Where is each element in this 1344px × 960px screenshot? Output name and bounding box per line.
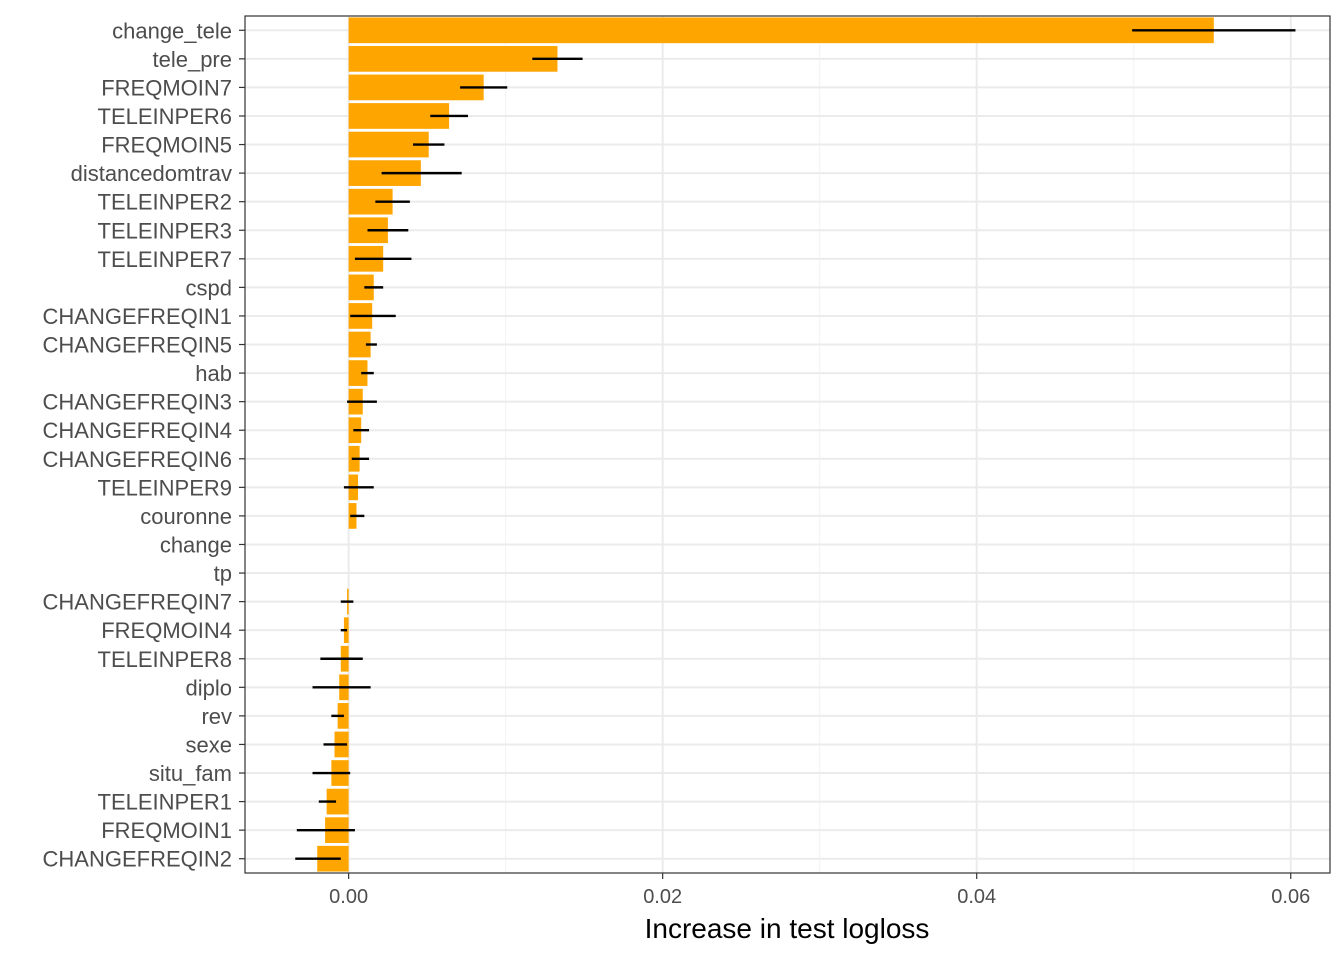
y-tick-label: FREQMOIN1: [101, 818, 232, 843]
x-tick-label: 0.04: [957, 886, 996, 908]
bar: [348, 45, 558, 72]
y-tick-label: situ_fam: [149, 761, 232, 786]
y-tick-label: CHANGEFREQIN7: [43, 590, 232, 615]
y-tick-label: FREQMOIN7: [101, 75, 232, 100]
y-tick-label: CHANGEFREQIN1: [43, 304, 232, 329]
y-tick-label: TELEINPER7: [98, 247, 233, 272]
y-tick-label: CHANGEFREQIN3: [43, 390, 232, 415]
bar: [348, 360, 368, 386]
bar: [326, 788, 349, 815]
bar-layer: [317, 17, 1214, 872]
y-tick-label: cspd: [186, 275, 232, 300]
y-tick-label: sexe: [186, 732, 232, 757]
y-tick-label: change: [160, 532, 232, 557]
y-tick-label: TELEINPER2: [98, 190, 233, 215]
y-tick-label: FREQMOIN4: [101, 618, 232, 643]
x-axis: 0.00 0.02 0.04 0.06: [329, 873, 1310, 908]
errorbar-layer: [295, 29, 1296, 860]
y-tick-label: TELEINPER3: [98, 218, 233, 243]
y-tick-label: hab: [195, 361, 232, 386]
plot-panel-background: [245, 16, 1330, 873]
y-tick-label: couronne: [140, 504, 232, 529]
y-tick-label: TELEINPER9: [98, 475, 233, 500]
y-tick-label: CHANGEFREQIN5: [43, 333, 232, 358]
x-tick-label: 0.00: [329, 886, 368, 908]
y-tick-label: TELEINPER6: [98, 104, 233, 129]
x-axis-title: Increase in test logloss: [645, 913, 930, 944]
bar: [348, 17, 1214, 44]
y-tick-label: tele_pre: [152, 47, 232, 72]
y-tick-label: TELEINPER1: [98, 790, 233, 815]
y-tick-label: rev: [201, 704, 232, 729]
y-tick-label: CHANGEFREQIN4: [43, 418, 232, 443]
y-tick-label: TELEINPER8: [98, 647, 233, 672]
y-tick-label: distancedomtrav: [71, 161, 232, 186]
y-tick-label: FREQMOIN5: [101, 133, 232, 158]
bar: [348, 331, 371, 358]
y-axis: change_tele tele_pre FREQMOIN7 TELEINPER6 FR…: [43, 18, 245, 872]
y-tick-label: diplo: [186, 675, 232, 700]
x-tick-label: 0.06: [1271, 886, 1310, 908]
x-tick-label: 0.02: [643, 886, 682, 908]
y-tick-label: CHANGEFREQIN2: [43, 847, 232, 872]
y-tick-label: tp: [214, 561, 232, 586]
y-tick-label: CHANGEFREQIN6: [43, 447, 232, 472]
y-tick-label: change_tele: [112, 18, 232, 43]
plot-panel-border: [244, 15, 1331, 874]
